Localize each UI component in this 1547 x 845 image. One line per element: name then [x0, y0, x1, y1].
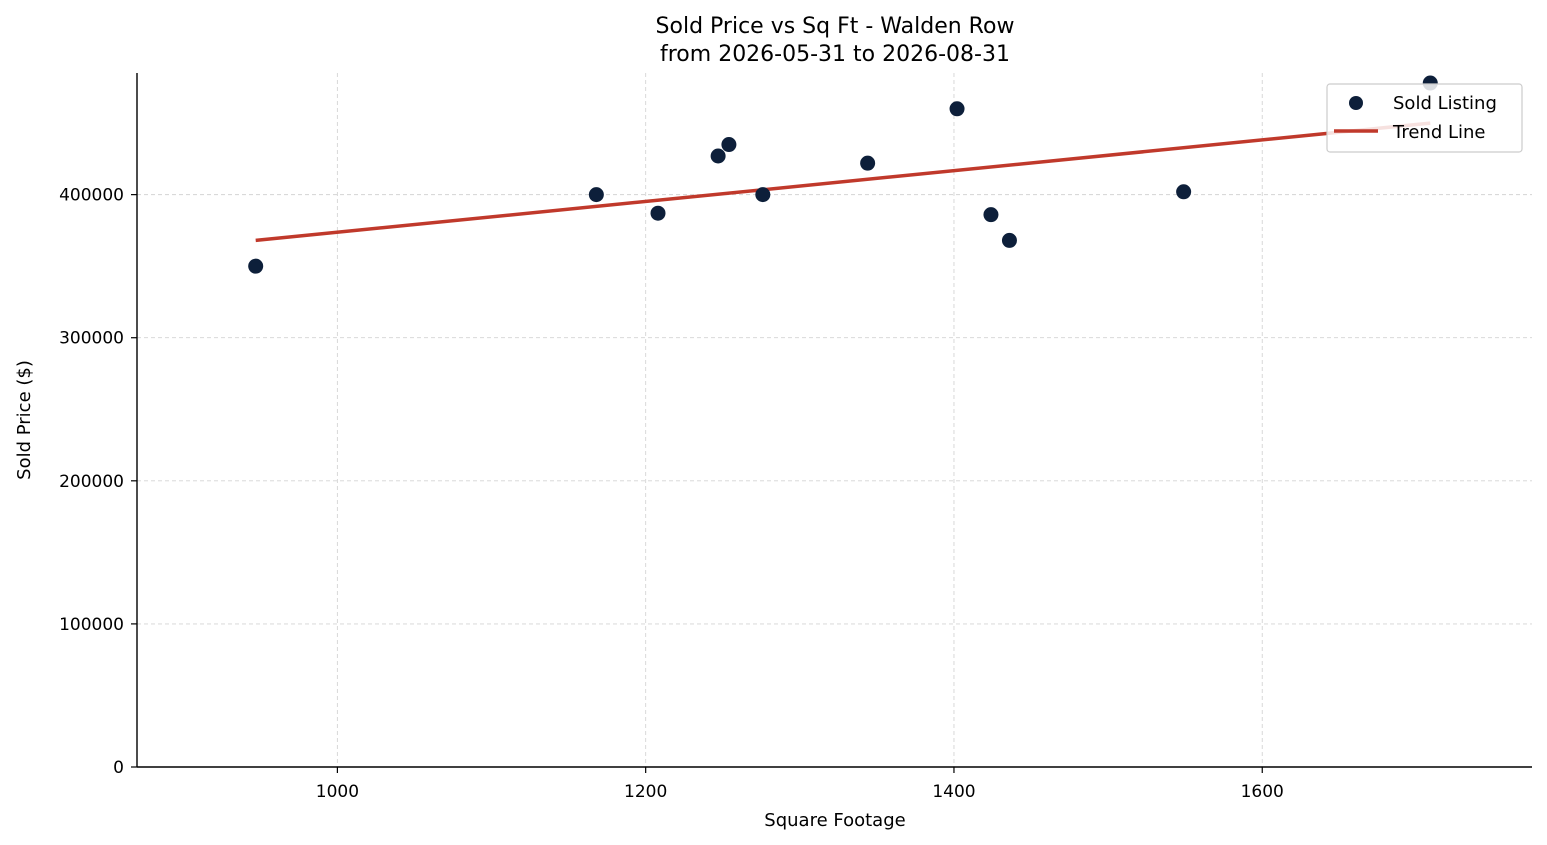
data-point [650, 205, 666, 221]
y-tick-label: 100000 [59, 615, 124, 635]
legend-box [1326, 83, 1523, 153]
axes [131, 73, 1532, 773]
x-tick-label: 1000 [316, 782, 359, 802]
chart-subtitle: from 2026-05-31 to 2026-08-31 [660, 42, 1010, 67]
data-point [588, 187, 604, 203]
y-tick-label: 400000 [59, 186, 124, 206]
chart-title: Sold Price vs Sq Ft - Walden Row [656, 14, 1015, 39]
trend-line [255, 121, 1431, 243]
gridlines [137, 73, 1532, 767]
data-point [1001, 232, 1017, 248]
data-point [755, 187, 771, 203]
data-point [949, 101, 965, 117]
x-axis-label: Square Footage [764, 810, 905, 831]
y-tick-label: 0 [113, 758, 124, 778]
tick-labels: 1000 1200 1400 1600 0 100000 200000 300000 40000… [59, 186, 1284, 802]
data-point [710, 148, 726, 164]
legend-marker-sold-listing [1349, 96, 1363, 110]
data-point [983, 207, 999, 223]
legend-label-sold-listing: Sold Listing [1393, 93, 1497, 114]
x-tick-label: 1400 [932, 782, 975, 802]
y-tick-label: 300000 [59, 329, 124, 349]
data-point [860, 155, 876, 171]
data-point [248, 258, 264, 274]
x-tick-label: 1200 [624, 782, 667, 802]
legend-label-trend-line: Trend Line [1392, 122, 1486, 143]
data-point [1176, 184, 1192, 200]
y-tick-label: 200000 [59, 472, 124, 492]
x-tick-label: 1600 [1241, 782, 1284, 802]
y-axis-label: Sold Price ($) [14, 360, 35, 480]
legend: Sold Listing Trend Line [1326, 83, 1523, 153]
data-point [721, 137, 737, 153]
